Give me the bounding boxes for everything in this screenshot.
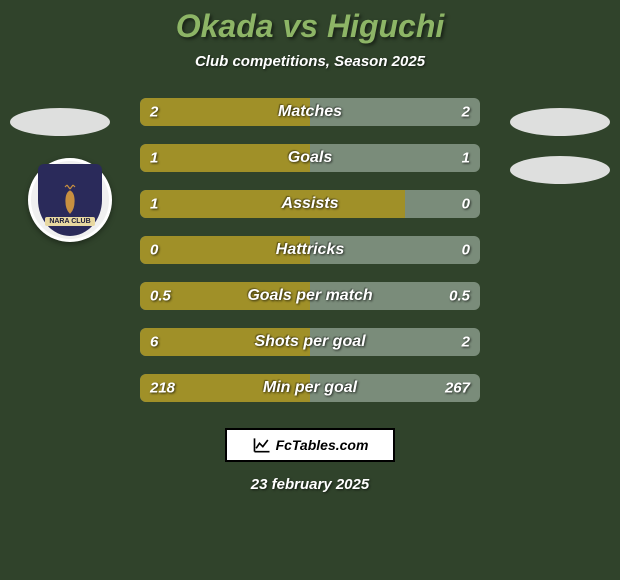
chart-icon: [252, 435, 272, 455]
club-badge: NARA CLUB: [28, 158, 112, 242]
stat-bars: Matches 2 2 Goals 1 1 Assists 1 0 Hattricks 0 0 Goal…: [140, 98, 480, 402]
stat-value-left: 0.5: [150, 288, 171, 305]
stat-row: Min per goal 218 267: [140, 374, 480, 402]
stat-label: Goals per match: [247, 287, 372, 305]
footer-logo-text: FcTables.com: [276, 437, 369, 453]
stat-bar-left: [140, 144, 310, 172]
stat-value-right: 0: [462, 196, 470, 213]
stat-row: Goals 1 1: [140, 144, 480, 172]
stat-row: Hattricks 0 0: [140, 236, 480, 264]
comparison-area: NARA CLUB Matches22Goals11Assists10Hattr…: [0, 98, 620, 402]
stat-row: Matches 2 2: [140, 98, 480, 126]
stat-value-left: 2: [150, 104, 158, 121]
stat-label: Assists: [282, 195, 339, 213]
comparison-container: Okada vs Higuchi Club competitions, Seas…: [0, 0, 620, 580]
stat-value-right: 2: [462, 104, 470, 121]
stat-value-left: 218: [150, 380, 175, 397]
player-left-marker: [10, 108, 110, 136]
stat-row: Goals per match 0.5 0.5: [140, 282, 480, 310]
stat-value-right: 2: [462, 334, 470, 351]
date-label: 23 february 2025: [251, 476, 369, 493]
club-badge-label: NARA CLUB: [45, 217, 95, 226]
footer-logo[interactable]: FcTables.com: [225, 428, 395, 462]
stat-value-left: 1: [150, 150, 158, 167]
subtitle: Club competitions, Season 2025: [195, 53, 425, 70]
stat-bar-right: [310, 144, 480, 172]
stat-value-left: 6: [150, 334, 158, 351]
stat-value-left: 0: [150, 242, 158, 259]
stat-value-left: 1: [150, 196, 158, 213]
stat-label: Min per goal: [263, 379, 357, 397]
stat-label: Hattricks: [276, 241, 344, 259]
stat-label: Shots per goal: [254, 333, 365, 351]
stat-value-right: 267: [445, 380, 470, 397]
stat-row: Assists 1 0: [140, 190, 480, 218]
deer-icon: [55, 183, 85, 217]
stat-bar-left: [140, 190, 405, 218]
player-right-marker-1: [510, 108, 610, 136]
stat-value-right: 0: [462, 242, 470, 259]
stat-row: Shots per goal 6 2: [140, 328, 480, 356]
player-right-marker-2: [510, 156, 610, 184]
club-badge-shield: NARA CLUB: [38, 164, 102, 236]
page-title: Okada vs Higuchi: [176, 8, 445, 45]
stat-label: Goals: [288, 149, 332, 167]
stat-label: Matches: [278, 103, 342, 121]
stat-value-right: 0.5: [449, 288, 470, 305]
stat-value-right: 1: [462, 150, 470, 167]
